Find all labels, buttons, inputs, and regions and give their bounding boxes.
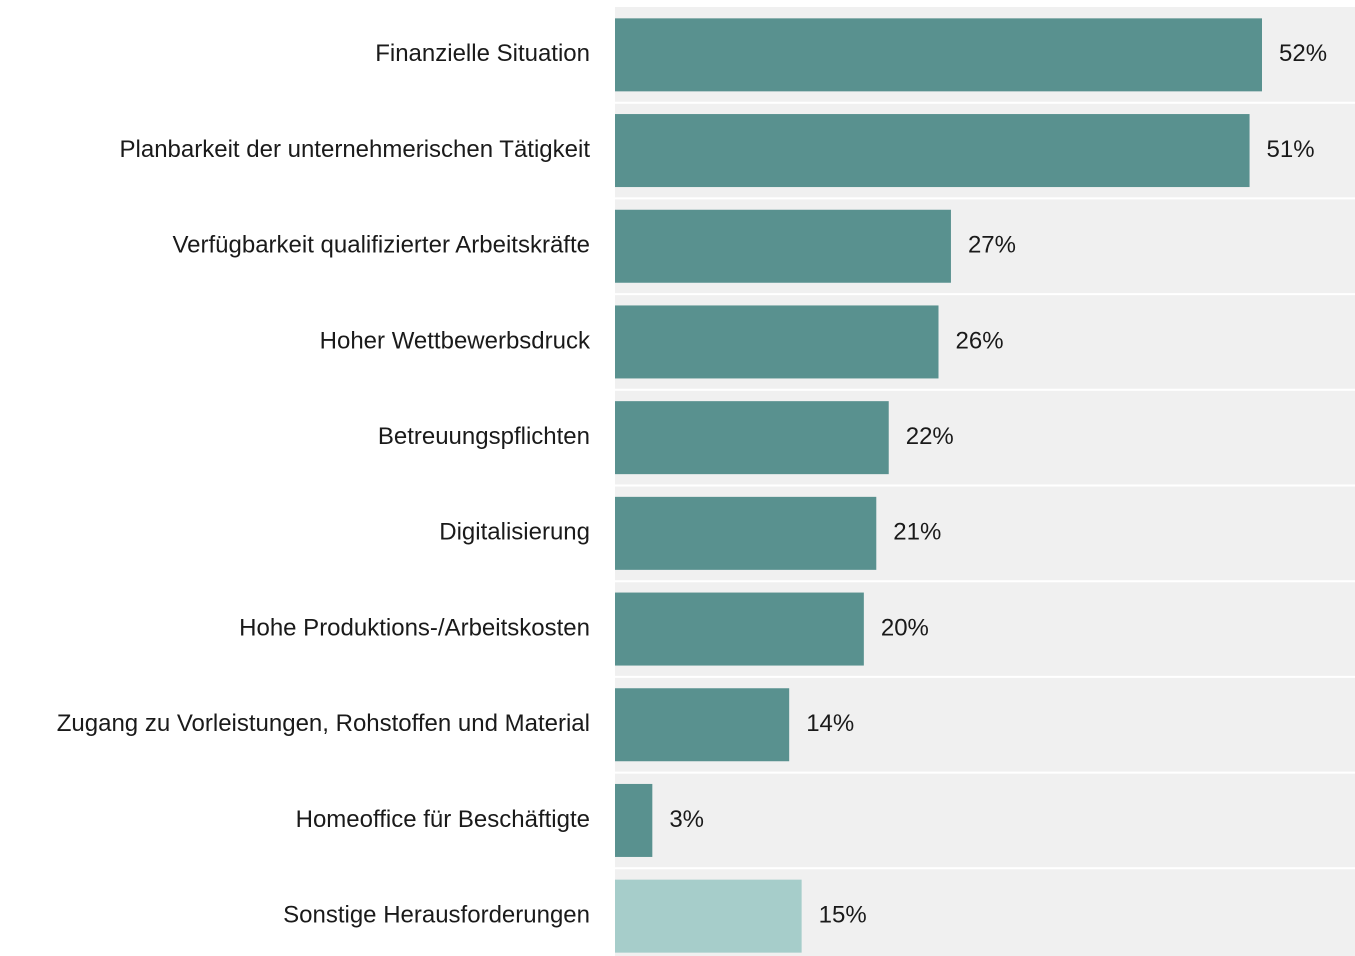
category-label: Zugang zu Vorleistungen, Rohstoffen und … [57, 710, 590, 737]
bar [615, 209, 951, 283]
value-label: 27% [968, 232, 1016, 259]
value-label: 14% [806, 710, 854, 737]
bar [615, 879, 802, 953]
bar [615, 783, 653, 857]
bar [615, 496, 877, 570]
category-label: Digitalisierung [439, 519, 590, 546]
value-label: 22% [906, 423, 954, 450]
value-label: 20% [881, 614, 929, 641]
bar [615, 592, 864, 666]
bar [615, 18, 1262, 92]
value-label: 26% [956, 327, 1004, 354]
bar [615, 401, 889, 475]
category-label: Planbarkeit der unternehmerischen Tätigk… [120, 136, 591, 163]
category-label: Betreuungspflichten [378, 423, 590, 450]
value-label: 52% [1279, 40, 1327, 67]
value-label: 21% [893, 519, 941, 546]
bar [615, 305, 939, 379]
category-label: Finanzielle Situation [375, 40, 590, 67]
value-label: 51% [1267, 136, 1315, 163]
category-label: Hoher Wettbewerbsdruck [320, 327, 591, 354]
value-label: 3% [669, 806, 704, 833]
category-label: Homeoffice für Beschäftigte [296, 806, 590, 833]
category-label: Verfügbarkeit qualifizierter Arbeitskräf… [172, 232, 590, 259]
bar [615, 688, 790, 762]
bar [615, 114, 1250, 188]
category-label: Hohe Produktions-/Arbeitskosten [239, 614, 590, 641]
category-label: Sonstige Herausforderungen [283, 901, 590, 928]
value-label: 15% [819, 901, 867, 928]
